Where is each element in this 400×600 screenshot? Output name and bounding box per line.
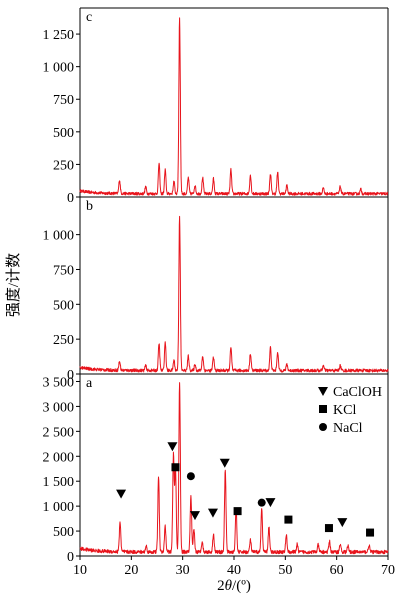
- y-tick-label: 750: [53, 263, 74, 278]
- legend-label: CaClOH: [333, 385, 382, 400]
- y-tick-label: 0: [67, 191, 74, 206]
- x-tick-label: 30: [176, 563, 190, 578]
- legend-label: NaCl: [333, 421, 363, 436]
- peak-marker-triangle-down: [219, 458, 230, 468]
- y-tick-label: 1 500: [43, 475, 75, 490]
- panel-label: c: [86, 10, 92, 25]
- y-tick-label: 1 250: [43, 28, 75, 43]
- peak-marker-square: [324, 524, 333, 533]
- x-axis-title: 2θ/(º): [217, 578, 251, 594]
- y-tick-label: 3 500: [43, 375, 75, 390]
- peak-marker-triangle-down: [167, 442, 178, 452]
- peak-marker-square: [366, 528, 375, 537]
- peak-marker-square: [233, 507, 242, 516]
- peak-marker-triangle-down: [265, 498, 276, 508]
- y-tick-label: 2 000: [43, 450, 75, 465]
- x-tick-label: 20: [124, 563, 138, 578]
- panel-b: b 0 250 500 750 1 000: [43, 197, 389, 383]
- y-tick-label: 500: [53, 525, 74, 540]
- peak-marker-circle: [186, 472, 195, 481]
- y-tick-label: 1 000: [43, 61, 75, 76]
- x-tick-label: 70: [381, 563, 395, 578]
- y-tick-label: 250: [53, 333, 74, 348]
- xrd-pattern-b: [79, 215, 389, 373]
- x-tick-label: 50: [278, 563, 292, 578]
- y-tick-label: 0: [67, 368, 74, 383]
- x-axis: 10 20 30 40 50 60 70: [73, 556, 395, 578]
- x-tick-label: 60: [330, 563, 344, 578]
- peak-marker-triangle-down: [207, 508, 218, 518]
- y-tick-label: 1 000: [43, 500, 75, 515]
- panel-a: a 0 500 1 000 1 500 2 000 2 500 3 000 3 500: [43, 374, 389, 565]
- x-axis-title-suffix: /(º): [232, 578, 251, 594]
- xrd-pattern-a: [79, 382, 389, 555]
- peak-marker-square: [171, 463, 180, 472]
- x-tick-label: 10: [73, 563, 87, 578]
- x-axis-title-prefix: 2: [217, 578, 225, 594]
- legend-marker-square: [319, 405, 327, 413]
- y-tick-label: 0: [67, 550, 74, 565]
- y-tick-label: 2 500: [43, 425, 75, 440]
- legend-entry: KCl: [319, 403, 356, 418]
- y-tick-label: 500: [53, 126, 74, 141]
- peak-marker-triangle-down: [189, 511, 200, 521]
- peak-marker-triangle-down: [116, 489, 127, 499]
- legend-marker-triangle-down: [318, 387, 328, 396]
- panel-label: a: [86, 376, 93, 391]
- legend-label: KCl: [333, 403, 356, 418]
- legend-entry: CaClOH: [318, 385, 382, 400]
- x-tick-label: 40: [227, 563, 241, 578]
- y-tick-label: 250: [53, 158, 74, 173]
- x-axis-title-symbol: θ: [225, 578, 233, 594]
- peak-marker-square: [284, 515, 293, 524]
- xrd-pattern-c: [79, 17, 389, 196]
- panel-c: c 0 250 500 750 1 000 1 250: [43, 7, 389, 206]
- y-tick-label: 750: [53, 93, 74, 108]
- legend: CaClOH KCl NaCl: [318, 385, 382, 436]
- y-axis-title: 强度/计数: [5, 253, 22, 317]
- peak-marker-circle: [257, 498, 266, 507]
- y-tick-label: 1 000: [43, 229, 75, 244]
- peak-marker-triangle-down: [337, 518, 348, 528]
- y-tick-label: 500: [53, 298, 74, 313]
- legend-marker-circle: [319, 423, 327, 431]
- panel-label: b: [86, 199, 93, 214]
- y-tick-label: 3 000: [43, 400, 75, 415]
- legend-entry: NaCl: [319, 421, 363, 436]
